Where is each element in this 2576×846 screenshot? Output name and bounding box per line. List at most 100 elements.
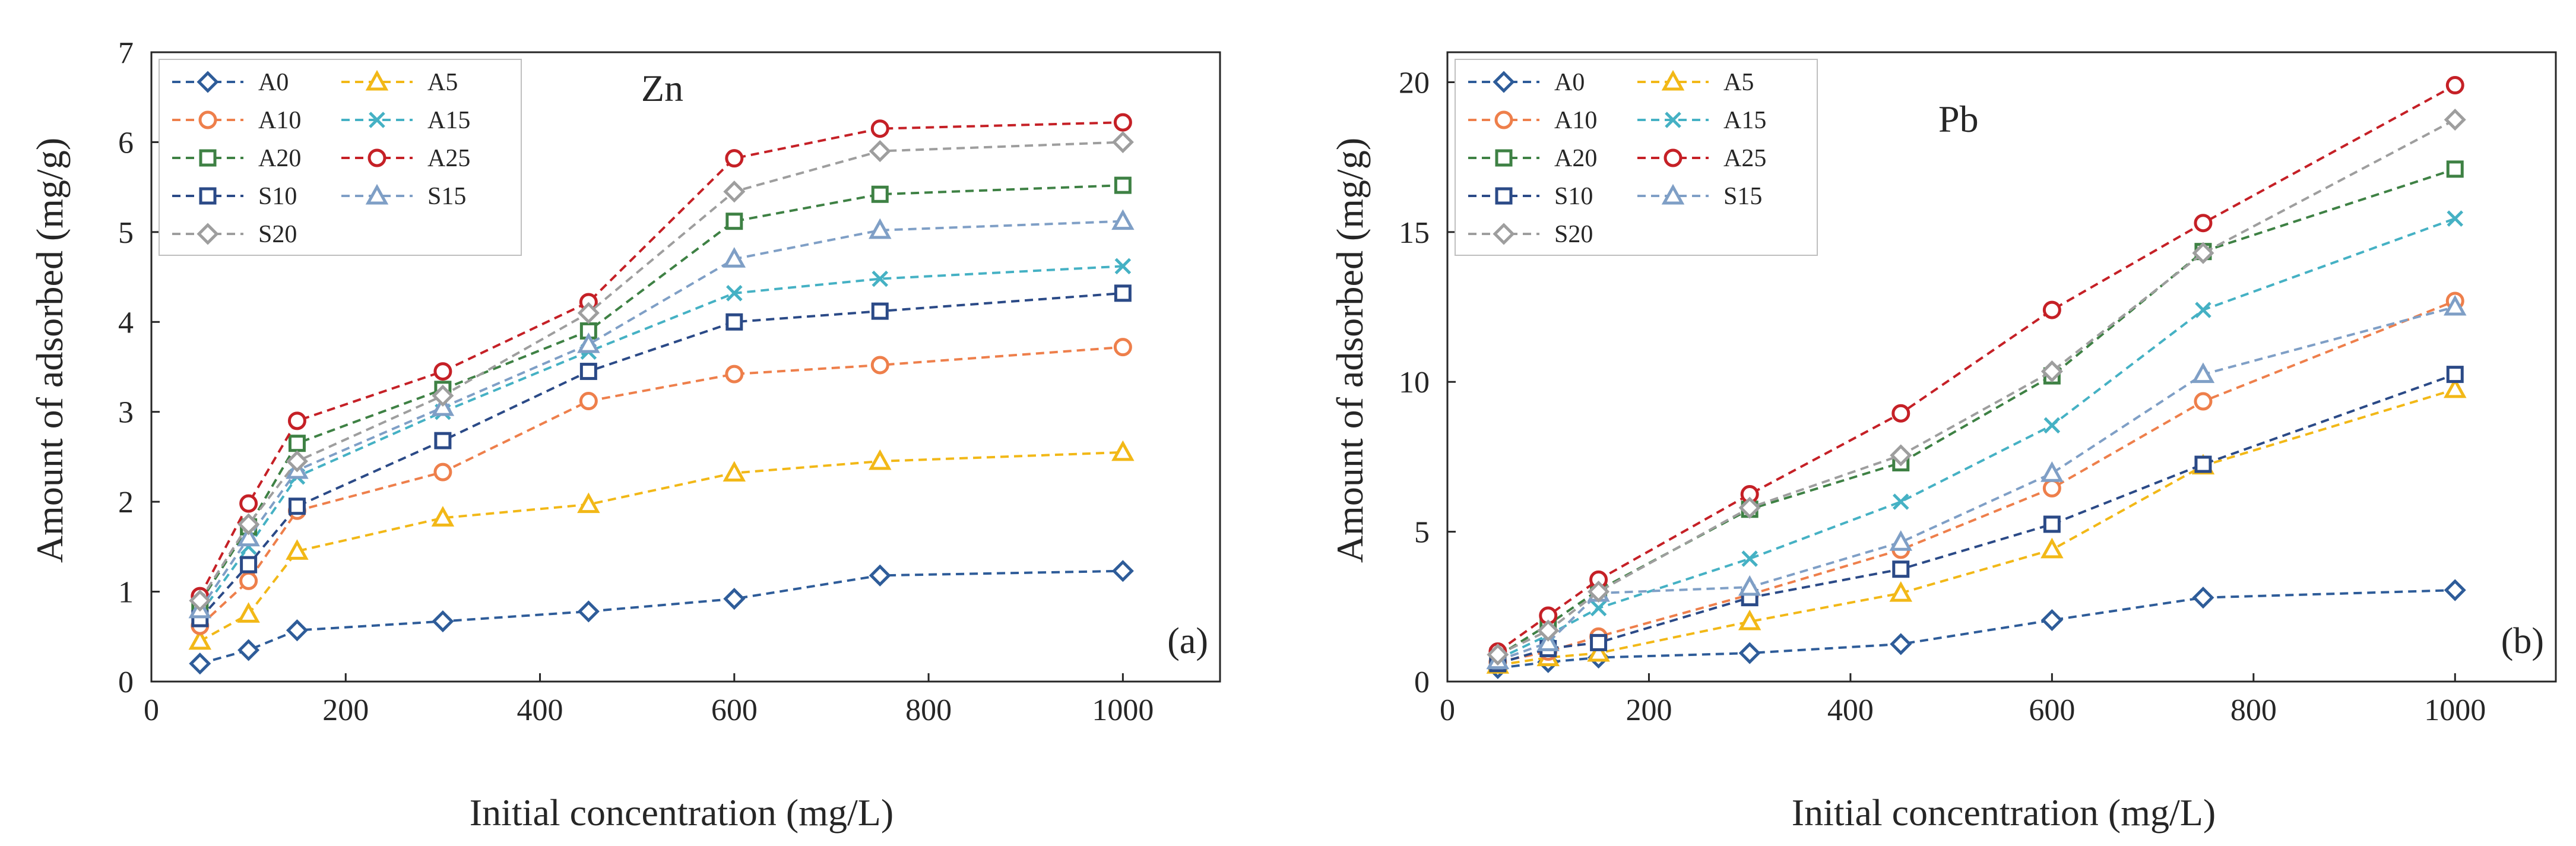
legend-label: A20	[1554, 145, 1597, 172]
data-point	[869, 564, 891, 587]
legend-label: S10	[258, 183, 297, 210]
x-tick-label: 800	[905, 693, 952, 727]
x-tick-label: 200	[322, 693, 369, 727]
series-line	[1497, 84, 2456, 653]
data-point	[723, 180, 746, 203]
legend-item: A25	[1637, 145, 1766, 172]
x-tick-label: 0	[1440, 693, 1455, 727]
data-point	[725, 365, 744, 384]
x-tick-label: 800	[2230, 693, 2277, 727]
data-point	[433, 462, 452, 481]
y-tick-label: 0	[1414, 666, 1430, 699]
data-point	[725, 149, 744, 168]
data-point	[870, 356, 889, 375]
legend-label: A10	[258, 107, 301, 134]
data-point	[2192, 587, 2214, 609]
x-tick-label: 1000	[1092, 693, 1154, 727]
data-point	[237, 639, 260, 661]
series-line	[199, 451, 1123, 642]
series-line	[199, 291, 1123, 620]
data-point	[723, 247, 746, 268]
series-line	[1497, 300, 2456, 664]
data-point	[287, 411, 306, 430]
series-line	[199, 141, 1123, 601]
data-point	[1590, 633, 1608, 651]
data-point	[1891, 404, 1910, 423]
series-a10	[1488, 291, 2464, 671]
x-tick-label: 1000	[2424, 693, 2486, 727]
data-point	[288, 498, 306, 515]
y-tick-label: 2	[118, 486, 134, 519]
legend-label: A5	[1723, 69, 1754, 96]
data-point	[1113, 338, 1132, 357]
data-point	[1738, 609, 1761, 630]
data-point	[869, 140, 891, 163]
data-point	[2042, 300, 2061, 319]
legend-item: S15	[341, 183, 466, 210]
data-point	[871, 302, 889, 320]
x-tick-label: 400	[1827, 693, 1874, 727]
data-point	[1114, 258, 1132, 275]
legend-label: S10	[1554, 183, 1593, 210]
legend-swatch-marker	[369, 112, 385, 128]
chart-pb: Pb (b) Initial concentration (mg/L) Amou…	[1329, 51, 2557, 834]
legend-swatch-marker	[1493, 71, 1515, 93]
panel-label: (a)	[1167, 621, 1208, 661]
data-point	[2194, 392, 2213, 411]
legend-label: A25	[427, 145, 470, 172]
data-point	[1111, 440, 1135, 461]
y-axis-label: Amount of adsorbed (mg/g)	[28, 138, 71, 563]
data-point	[725, 313, 743, 331]
legend-label: S15	[1723, 183, 1762, 210]
series-s15	[1486, 294, 2467, 670]
data-point	[1889, 581, 1913, 602]
data-point	[1889, 530, 1913, 551]
plot-frame	[1446, 51, 2557, 683]
legend-swatch-marker	[197, 71, 219, 93]
y-tick-label: 5	[118, 216, 134, 250]
legend-item: A10	[1468, 107, 1597, 134]
legend-item: A20	[1468, 145, 1597, 172]
data-point	[2195, 302, 2211, 318]
legend-swatch-marker	[365, 183, 389, 205]
data-point	[579, 363, 597, 381]
legend-item: A0	[1468, 69, 1585, 96]
data-point	[286, 450, 308, 473]
data-point	[432, 384, 454, 407]
data-point	[2040, 461, 2064, 482]
data-point	[579, 392, 598, 411]
legend-item: S20	[1468, 221, 1593, 248]
data-point	[2043, 515, 2061, 533]
legend-label: A20	[258, 145, 301, 172]
legend-swatch-marker	[199, 187, 217, 205]
legend-swatch-marker	[197, 223, 219, 245]
y-axis-label: Amount of adsorbed (mg/g)	[1329, 138, 1371, 563]
legend-item: S10	[1468, 183, 1593, 210]
data-point	[577, 600, 600, 623]
legend-label: A5	[427, 69, 458, 96]
y-tick-label: 4	[118, 306, 134, 340]
series-line	[199, 265, 1123, 615]
data-point	[1738, 575, 1761, 596]
legend-label: A15	[427, 107, 470, 134]
legend-swatch-marker	[1494, 110, 1513, 129]
y-tick-label: 6	[118, 126, 134, 160]
legend-item: A10	[172, 107, 301, 134]
series-line	[1497, 388, 2455, 667]
x-tick-label: 600	[2029, 693, 2075, 727]
data-point	[1111, 131, 1134, 153]
series-s15	[188, 209, 1135, 619]
data-point	[2194, 455, 2212, 473]
legend-label: A0	[258, 69, 289, 96]
series-a15	[192, 258, 1132, 623]
data-point	[431, 506, 455, 527]
series-line	[1497, 373, 2455, 665]
panel-label: (b)	[2501, 621, 2544, 661]
legend-item: A0	[172, 69, 289, 96]
data-point	[2444, 377, 2467, 398]
data-point	[433, 362, 452, 381]
legend-swatch-marker	[365, 69, 389, 91]
legend-swatch-marker	[1661, 69, 1685, 91]
data-point	[1113, 113, 1132, 132]
data-point	[237, 602, 260, 623]
